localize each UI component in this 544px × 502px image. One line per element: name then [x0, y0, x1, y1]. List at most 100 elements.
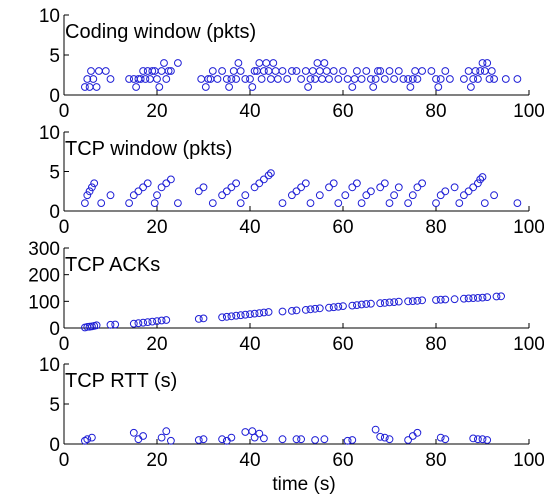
data-point [348, 436, 357, 444]
data-point [501, 75, 510, 83]
data-point [194, 436, 203, 444]
data-point [106, 320, 115, 329]
data-point [450, 295, 459, 304]
data-point [308, 67, 317, 75]
data-point [162, 179, 171, 188]
data-point [153, 191, 161, 200]
data-point [325, 303, 333, 312]
data-point [408, 75, 417, 83]
data-point [467, 83, 475, 91]
data-point [341, 191, 350, 200]
data-point [229, 67, 238, 75]
data-point [413, 183, 422, 192]
data-point [490, 75, 499, 83]
data-point [271, 67, 280, 75]
data-point [89, 75, 98, 83]
data-point [357, 199, 366, 208]
y-tick-label: 0 [49, 435, 60, 456]
x-tick-label: 60 [332, 217, 353, 238]
y-tick-label: 5 [49, 395, 60, 416]
data-point [464, 67, 473, 75]
data-point [260, 308, 268, 317]
data-point [288, 307, 296, 315]
data-point [304, 83, 313, 91]
data-point [413, 75, 422, 83]
data-point [274, 75, 282, 83]
data-point [483, 436, 492, 444]
data-point [222, 187, 231, 196]
data-point [92, 321, 101, 330]
data-point [139, 432, 148, 440]
data-point [464, 294, 473, 303]
data-point [469, 75, 478, 83]
data-point [139, 183, 148, 192]
data-point [162, 316, 171, 324]
data-point [334, 75, 343, 83]
data-point [267, 75, 275, 83]
data-point [427, 67, 436, 75]
data-point [478, 435, 487, 444]
data-point [374, 67, 382, 75]
data-point [250, 433, 259, 442]
data-point [436, 295, 445, 304]
data-point [141, 75, 150, 83]
data-point [260, 434, 268, 443]
data-point [199, 435, 208, 444]
data-point [436, 75, 445, 83]
x-tick-label: 40 [239, 101, 260, 122]
data-point [246, 75, 254, 83]
data-point [348, 183, 357, 192]
x-tick-label: 20 [146, 217, 167, 238]
data-point [483, 59, 492, 67]
data-point [194, 187, 203, 196]
data-point [241, 75, 250, 83]
data-point [478, 293, 487, 302]
data-point [162, 75, 171, 83]
data-point [236, 311, 245, 320]
data-point [487, 67, 496, 75]
data-point [483, 293, 492, 302]
data-point [320, 59, 329, 67]
data-point [362, 300, 371, 308]
data-point [199, 314, 208, 323]
data-point [81, 199, 89, 208]
data-point [269, 59, 278, 67]
data-point [301, 179, 310, 188]
panel-title: TCP window (pkts) [65, 138, 232, 160]
data-point [132, 83, 141, 91]
data-point [450, 183, 459, 192]
x-tick-label: 80 [425, 101, 446, 122]
x-tick-label: 40 [239, 334, 260, 355]
data-point [264, 171, 273, 180]
x-tick-label: 80 [425, 334, 446, 355]
data-point [257, 75, 266, 83]
data-point [480, 67, 489, 75]
data-point [474, 179, 482, 188]
data-point [297, 435, 306, 444]
data-point [83, 75, 92, 83]
data-point [129, 191, 138, 200]
data-point [390, 298, 399, 307]
data-point [150, 199, 159, 208]
data-point [315, 304, 324, 313]
data-point [255, 429, 264, 438]
data-point [385, 435, 394, 444]
data-point [297, 183, 306, 192]
data-point [301, 67, 310, 75]
data-point [83, 191, 92, 200]
data-point [411, 67, 420, 75]
data-point [353, 67, 361, 75]
data-point [125, 75, 134, 83]
data-point [241, 428, 250, 436]
data-point [480, 199, 489, 208]
data-point [148, 317, 157, 326]
x-tick-label: 20 [146, 334, 167, 355]
y-tick-label: 5 [49, 163, 60, 184]
data-point [97, 199, 106, 208]
data-point [362, 67, 371, 75]
data-point [204, 75, 213, 83]
data-point [278, 199, 287, 208]
data-point [125, 199, 134, 208]
data-point [406, 83, 415, 91]
data-point [227, 75, 236, 83]
